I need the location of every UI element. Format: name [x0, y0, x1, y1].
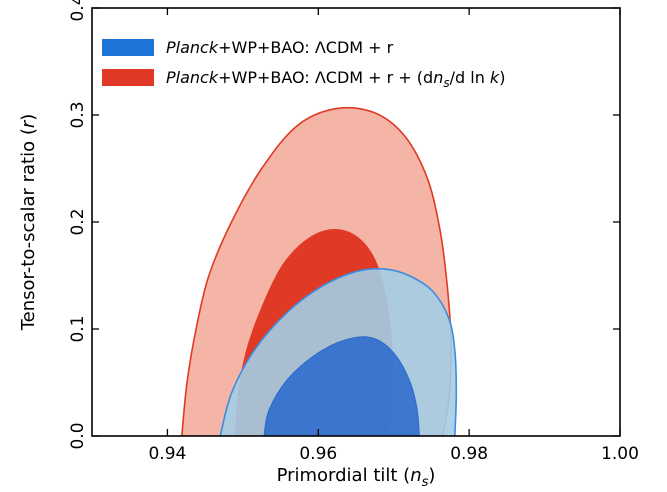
- x-tick-label: 0.96: [299, 444, 337, 464]
- x-tick-label: 0.98: [450, 444, 488, 464]
- y-tick-label: 0.4: [68, 0, 88, 22]
- y-tick-label: 0.3: [68, 101, 88, 128]
- legend-swatch: [102, 39, 154, 56]
- axis-ticks: [92, 7, 621, 437]
- y-axis-label: Tensor-to-scalar ratio (r): [18, 114, 39, 332]
- legend-label: Planck+WP+BAO: ΛCDM + r: [166, 38, 394, 57]
- x-tick-label: 0.94: [148, 444, 186, 464]
- y-tick-label: 0.1: [68, 315, 88, 342]
- legend: Planck+WP+BAO: ΛCDM + r Planck+WP+BAO: ΛC…: [102, 38, 505, 90]
- y-tick-label: 0.2: [68, 208, 88, 235]
- x-axis-label: Primordial tilt (ns): [277, 465, 436, 490]
- legend-swatch: [102, 69, 154, 86]
- y-tick-label: 0.0: [68, 422, 88, 449]
- x-tick-label: 1.00: [601, 444, 639, 464]
- legend-label: Planck+WP+BAO: ΛCDM + r + (dns/d ln k): [166, 68, 505, 90]
- tick-labels: 0.94 0.96 0.98 1.00 0.0 0.1 0.2 0.3 0.4: [68, 0, 639, 464]
- blue-contour-68pct: [263, 336, 420, 436]
- contour-layer: [181, 106, 458, 436]
